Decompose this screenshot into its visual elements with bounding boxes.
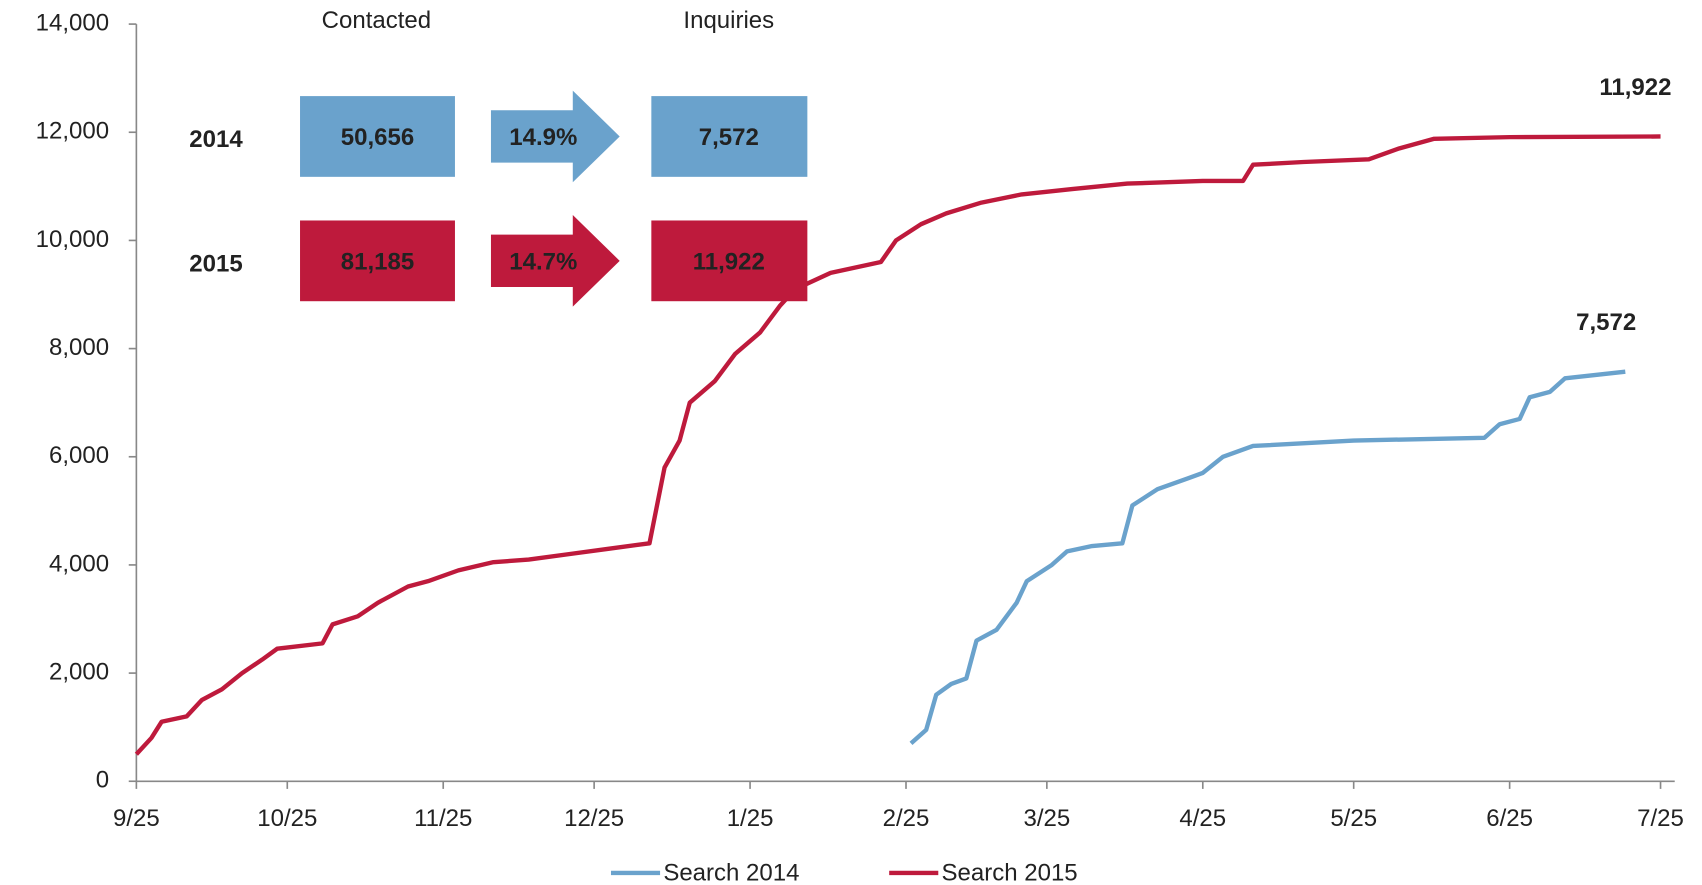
x-tick-label: 6/25 — [1486, 805, 1533, 832]
y-tick-label: 10,000 — [36, 226, 109, 253]
inquiries-box — [651, 96, 808, 177]
y-tick-label: 2,000 — [49, 658, 109, 685]
x-tick-label: 2/25 — [883, 805, 930, 832]
legend-label: Search 2015 — [942, 859, 1078, 885]
rate-arrow — [490, 90, 620, 183]
legend-label: Search 2014 — [663, 859, 799, 885]
y-tick-label: 6,000 — [49, 442, 109, 469]
x-tick-label: 3/25 — [1023, 805, 1070, 832]
x-tick-label: 7/25 — [1637, 805, 1684, 832]
data-line — [909, 369, 1626, 746]
x-tick-label: 11/25 — [414, 805, 472, 832]
funnel-header: Inquiries — [683, 7, 774, 34]
end-label: 7,572 — [1576, 309, 1636, 336]
inquiries-value: 7,572 — [699, 124, 759, 151]
y-tick-label: 4,000 — [49, 550, 109, 577]
row-label: 2014 — [189, 126, 243, 153]
x-tick-label: 9/25 — [113, 805, 160, 832]
x-tick-label: 1/25 — [727, 805, 774, 832]
x-tick-label: 4/25 — [1179, 805, 1226, 832]
y-tick-label: 12,000 — [36, 118, 109, 145]
inquiries-value: 11,922 — [693, 248, 765, 275]
y-tick-label: 8,000 — [49, 334, 109, 361]
rate-value: 14.7% — [509, 248, 577, 275]
y-tick-label: 14,000 — [36, 9, 109, 36]
x-tick-label: 10/25 — [257, 805, 317, 832]
x-tick-label: 5/25 — [1330, 805, 1377, 832]
data-line — [134, 134, 1661, 756]
end-label: 11,922 — [1599, 74, 1671, 101]
funnel-header: Contacted — [322, 7, 431, 34]
contacted-box — [300, 220, 455, 302]
inquiries-box — [651, 220, 808, 302]
contacted-value: 81,185 — [341, 248, 414, 275]
rate-arrow — [490, 215, 620, 307]
rate-value: 14.9% — [509, 124, 577, 151]
contacted-box — [300, 96, 455, 177]
contacted-value: 50,656 — [341, 124, 414, 151]
x-tick-label: 12/25 — [564, 805, 624, 832]
y-tick-label: 0 — [96, 767, 109, 794]
row-label: 2015 — [189, 251, 242, 278]
